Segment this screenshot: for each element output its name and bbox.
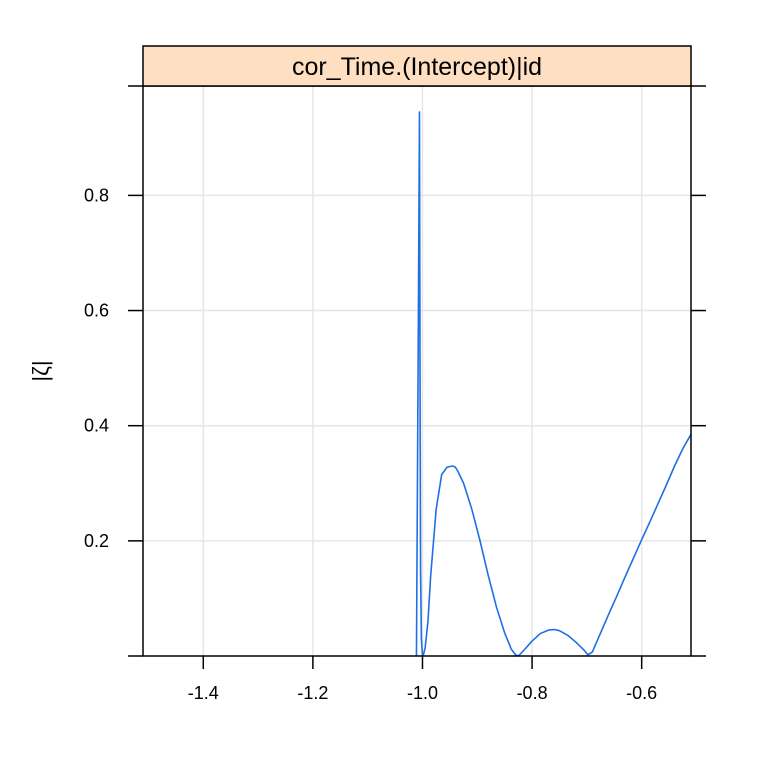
strip-label: cor_Time.(Intercept)|id [292, 53, 542, 81]
x-tick-label: -1.4 [188, 683, 219, 703]
y-tick-label: 0.6 [84, 301, 109, 321]
strip-background [142, 45, 692, 87]
x-tick-label: -1.0 [407, 683, 438, 703]
x-tick-label: -1.2 [297, 683, 328, 703]
panel-strip: cor_Time.(Intercept)|id [142, 45, 692, 87]
series-layer [415, 111, 692, 657]
y-tick-label: 0.2 [84, 531, 109, 551]
y-tick-label: 0.8 [84, 185, 109, 205]
x-tick-label: -0.8 [517, 683, 548, 703]
y-axis-title: |ζ| [28, 360, 53, 381]
x-tick-label: -0.6 [626, 683, 657, 703]
axes: -1.4 -1.2 -1.0 -0.8 -0.6 0.2 0.4 0.6 0.8 [84, 85, 706, 703]
series-line-0 [415, 111, 692, 657]
y-tick-label: 0.4 [84, 416, 109, 436]
